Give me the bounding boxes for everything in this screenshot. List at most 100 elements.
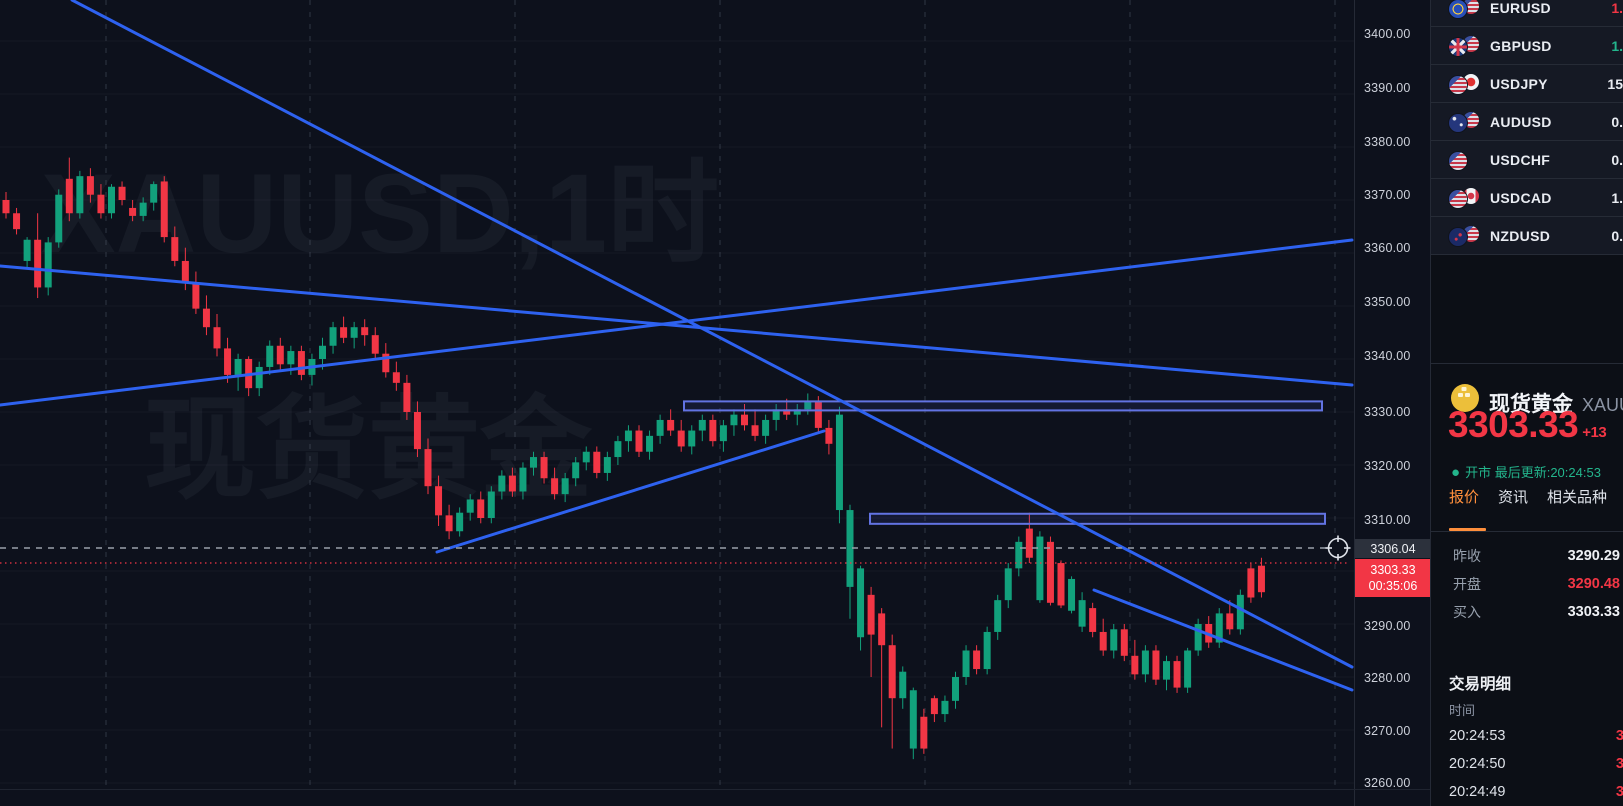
- watchlist-item-USDJPY[interactable]: USDJPY 15: [1431, 65, 1623, 103]
- candle-body: [340, 327, 348, 338]
- watermark-name: 现货黄金: [144, 387, 593, 512]
- market-status: ● 开市 最后更新:20:24:53: [1451, 462, 1601, 481]
- field-value: 3290.29: [1567, 548, 1620, 564]
- watchlist-price: 0.: [1611, 227, 1623, 244]
- price-axis-label: 3380.00: [1364, 135, 1411, 149]
- trendline[interactable]: [1092, 588, 1354, 692]
- candle-body: [1226, 613, 1234, 630]
- candle-body: [973, 650, 981, 670]
- candle-body: [983, 631, 991, 670]
- currency-pair-flags-icon: [1449, 150, 1483, 170]
- trendline[interactable]: [0, 264, 1354, 387]
- trendline[interactable]: [435, 429, 826, 554]
- candle-body: [930, 698, 938, 715]
- watchlist-price: 1.: [1611, 37, 1623, 54]
- watchlist-symbol: AUDUSD: [1490, 113, 1552, 130]
- watchlist-item-EURUSD[interactable]: EURUSD 1.: [1431, 0, 1623, 27]
- watchlist-symbol: USDCHF: [1490, 151, 1551, 168]
- candle-body: [139, 202, 147, 216]
- quote-field-row: 开盘 3290.48: [1431, 570, 1623, 598]
- trade-time-header: 时间: [1449, 703, 1476, 718]
- currency-pair-flags-icon: [1449, 225, 1483, 246]
- price-axis-label: 3330.00: [1364, 405, 1411, 419]
- candle-body: [487, 491, 495, 518]
- price-zone-rectangle[interactable]: [869, 512, 1326, 525]
- price-axis-label: 3310.00: [1364, 513, 1411, 527]
- candle-body: [646, 435, 654, 452]
- trade-time: 20:24:49: [1449, 784, 1506, 800]
- market-state: 开市: [1465, 465, 1492, 480]
- candle-body: [593, 451, 601, 473]
- candle-body: [466, 499, 474, 513]
- trendline[interactable]: [0, 238, 1354, 407]
- quote-change: +13: [1582, 424, 1607, 441]
- watchlist-item-NZDUSD[interactable]: NZDUSD 0.: [1431, 217, 1623, 255]
- candle-body: [1215, 613, 1223, 643]
- candle-body: [941, 700, 949, 715]
- candle-body: [656, 419, 664, 436]
- candle-body: [350, 327, 358, 338]
- quote-field-row: 昨收 3290.29: [1431, 542, 1623, 570]
- watchlist-item-GBPUSD[interactable]: GBPUSD 1.: [1431, 27, 1623, 65]
- candle-body: [2, 200, 10, 214]
- candle-body: [1036, 536, 1044, 601]
- quote-fields: 昨收 3290.29 开盘 3290.48 买入 3303.33: [1431, 542, 1623, 626]
- candle-body: [1247, 568, 1255, 598]
- currency-pair-flags-icon: [1449, 187, 1483, 208]
- candle-body: [962, 650, 970, 677]
- trade-details-title: 交易明细: [1449, 676, 1512, 693]
- price-chart[interactable]: XAUUSD,1时现货黄金: [0, 0, 1354, 806]
- watermark-symbol: XAUUSD,1时: [41, 151, 719, 276]
- candle-body: [108, 186, 115, 214]
- candle-body: [1078, 600, 1086, 627]
- watchlist-symbol: USDJPY: [1490, 75, 1548, 92]
- candle-body: [709, 419, 717, 442]
- candle-body: [1110, 629, 1118, 651]
- watchlist: EURUSD 1. GBPUSD 1. USDJPY 15 AUDUSD 0. USDCHF 0.…: [1431, 0, 1623, 255]
- candle-body: [129, 207, 137, 216]
- price-axis-label: 3390.00: [1364, 81, 1411, 95]
- candle-body: [55, 194, 63, 243]
- active-tab-underline: [1449, 528, 1486, 531]
- price-axis-label: 3340.00: [1364, 349, 1411, 363]
- watchlist-item-AUDUSD[interactable]: AUDUSD 0.: [1431, 103, 1623, 141]
- candle-body: [477, 499, 485, 518]
- candle-body: [1057, 563, 1065, 606]
- candle-body: [1046, 541, 1054, 603]
- candle-body: [1131, 655, 1139, 675]
- candle-body: [572, 462, 580, 479]
- watchlist-item-USDCAD[interactable]: USDCAD 1.: [1431, 179, 1623, 217]
- field-value: 3303.33: [1567, 604, 1620, 620]
- watchlist-item-USDCHF[interactable]: USDCHF 0.: [1431, 141, 1623, 179]
- candle-body: [445, 515, 453, 532]
- candle-body: [192, 282, 200, 309]
- candle-body: [1152, 650, 1160, 680]
- tabs-separator: [1431, 531, 1623, 532]
- candle-body: [1068, 578, 1076, 611]
- trendline[interactable]: [70, 0, 1354, 669]
- candle-body: [382, 353, 390, 373]
- price-zone-rectangle[interactable]: [683, 400, 1323, 412]
- tab-资讯[interactable]: 资讯: [1498, 489, 1529, 506]
- candle-body: [909, 690, 917, 749]
- instrument-name: 现货黄金: [1489, 393, 1573, 416]
- candle-body: [287, 351, 295, 365]
- price-axis[interactable]: 3306.04 3303.33 00:35:06 3400.00 3390.00 3…: [1354, 0, 1431, 806]
- price-axis-label: 3290.00: [1364, 619, 1411, 633]
- candle-body: [688, 430, 696, 447]
- candle-body: [1120, 629, 1128, 656]
- candle-body: [1015, 541, 1023, 569]
- trade-row: 20:24:49 3: [1431, 778, 1623, 806]
- candle-body: [762, 419, 770, 436]
- candle-body: [814, 401, 822, 428]
- candle-body: [1141, 650, 1149, 675]
- tab-相关品种[interactable]: 相关品种: [1547, 489, 1608, 506]
- candle-body: [835, 414, 843, 511]
- candle-body: [804, 401, 812, 410]
- candle-body: [1089, 608, 1097, 632]
- crosshair-price-label: 3306.04: [1355, 539, 1431, 558]
- tab-报价[interactable]: 报价: [1449, 489, 1480, 506]
- watchlist-symbol: EURUSD: [1490, 0, 1551, 16]
